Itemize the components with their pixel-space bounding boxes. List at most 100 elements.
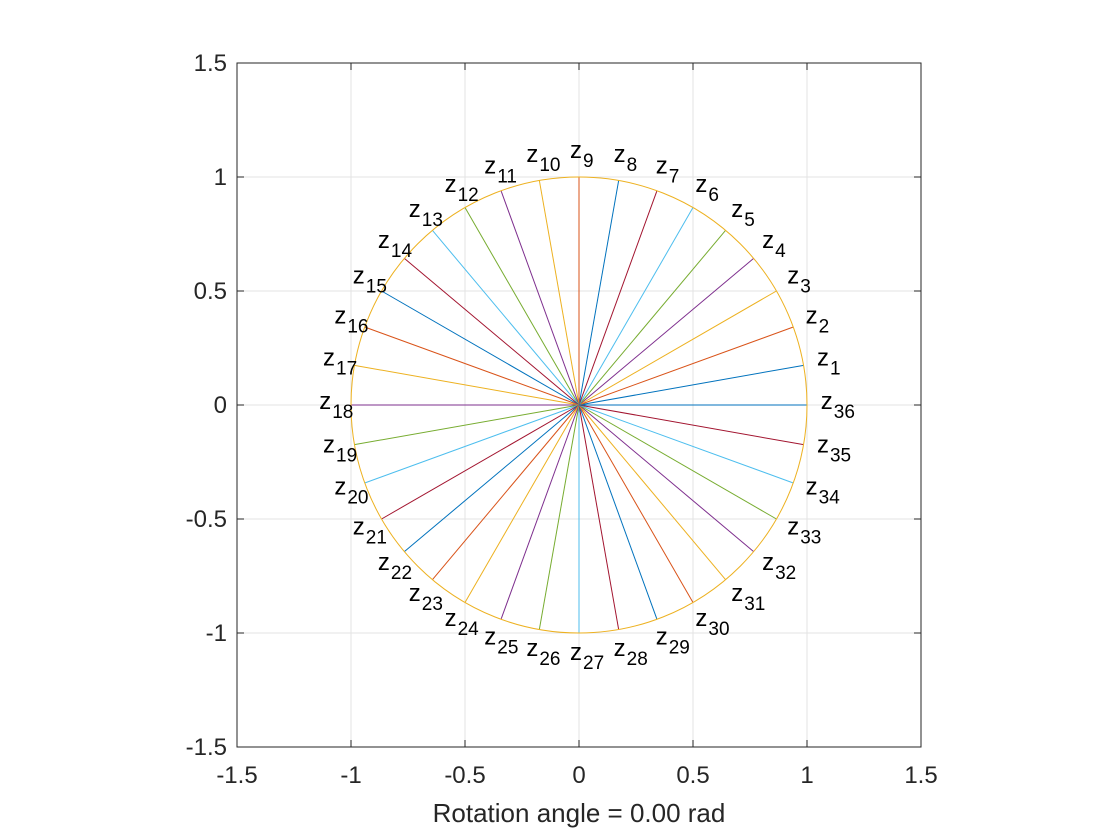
point-label: z22	[378, 549, 412, 584]
x-tick-label: 0	[572, 762, 585, 789]
point-label-subscript: 32	[775, 563, 796, 584]
ray-line	[578, 404, 777, 520]
ray-line	[538, 180, 580, 406]
ray-line	[578, 230, 726, 406]
point-label-subscript: 16	[347, 316, 368, 337]
point-label-main: z	[319, 388, 331, 415]
point-label-subscript: 12	[458, 185, 479, 206]
point-label-subscript: 19	[336, 446, 357, 467]
point-label: z27	[570, 639, 604, 674]
x-tick-label: -1.5	[216, 762, 257, 789]
point-label: z35	[817, 432, 851, 467]
point-label: z17	[323, 344, 357, 379]
point-label: z18	[319, 388, 353, 423]
point-label: z3	[787, 263, 811, 298]
ray-line	[578, 404, 658, 620]
ray-line	[432, 404, 580, 580]
point-label-main: z	[409, 196, 421, 223]
point-label-main: z	[695, 171, 707, 198]
point-label-main: z	[614, 141, 626, 168]
point-label-subscript: 26	[539, 649, 560, 670]
point-label: z14	[378, 227, 413, 262]
point-label-subscript: 30	[708, 619, 729, 640]
point-label: z6	[695, 171, 719, 206]
ray-line	[578, 404, 754, 552]
point-label: z10	[526, 141, 560, 176]
point-label-subscript: 27	[583, 653, 604, 674]
ray-line	[578, 180, 620, 406]
ray-line	[354, 364, 580, 406]
point-label-subscript: 7	[669, 166, 680, 187]
point-label-main: z	[570, 639, 582, 666]
point-label: z13	[409, 196, 443, 231]
point-label-main: z	[731, 196, 743, 223]
point-label-subscript: 22	[391, 563, 412, 584]
point-label-main: z	[817, 432, 829, 459]
point-label-main: z	[484, 152, 496, 179]
point-label-main: z	[570, 137, 582, 164]
point-label: z11	[484, 152, 517, 187]
point-label: z8	[614, 141, 638, 176]
point-label: z31	[731, 580, 765, 615]
point-label-main: z	[378, 227, 390, 254]
ray-line	[578, 404, 620, 630]
ray-line	[578, 207, 694, 406]
ray-line	[364, 326, 580, 406]
point-label: z7	[656, 152, 680, 187]
point-label-main: z	[817, 344, 829, 371]
point-label-subscript: 35	[830, 446, 851, 467]
ray-line	[500, 404, 580, 620]
point-label: z34	[806, 474, 841, 509]
point-label-main: z	[787, 263, 799, 290]
ray-line	[578, 404, 726, 580]
point-label-main: z	[787, 513, 799, 540]
point-label-subscript: 10	[539, 155, 560, 176]
point-label-subscript: 36	[834, 402, 855, 423]
x-tick-label: -0.5	[444, 762, 485, 789]
point-label: z4	[762, 227, 786, 262]
point-label-subscript: 15	[366, 277, 387, 298]
y-tick-label: 0	[214, 392, 227, 419]
point-label-subscript: 11	[497, 166, 517, 187]
point-label-subscript: 21	[366, 527, 387, 548]
ray-line	[538, 404, 580, 630]
unit-circle-layer	[350, 176, 808, 634]
ray-line	[578, 190, 658, 406]
ray-line	[404, 404, 580, 552]
point-label-subscript: 23	[422, 594, 443, 615]
ray-line	[381, 404, 580, 520]
x-tick-label: 1.5	[904, 762, 937, 789]
point-label: z30	[695, 605, 729, 640]
point-label: z25	[484, 624, 518, 659]
y-tick-labels: -1.5 -1 -0.5 0 0.5 1 1.5	[186, 50, 227, 761]
point-label: z5	[731, 196, 755, 231]
y-tick-label: 1	[214, 164, 227, 191]
point-label-main: z	[656, 624, 668, 651]
point-label: z12	[445, 171, 479, 206]
point-label-main: z	[806, 302, 818, 329]
ray-line	[381, 290, 580, 406]
point-label-subscript: 29	[669, 638, 690, 659]
point-label-main: z	[409, 580, 421, 607]
point-label: z28	[614, 635, 648, 670]
point-label: z19	[323, 432, 357, 467]
point-label-subscript: 20	[347, 488, 368, 509]
point-label-main: z	[334, 474, 346, 501]
y-tick-label: 1.5	[194, 50, 227, 77]
point-label: z9	[570, 137, 594, 172]
point-label-subscript: 18	[332, 402, 353, 423]
tick-marks	[236, 62, 922, 748]
ray-line	[364, 404, 580, 484]
point-label-main: z	[614, 635, 626, 662]
ray-line	[354, 404, 580, 446]
point-label-subscript: 1	[830, 358, 841, 379]
point-label: z33	[787, 513, 821, 548]
y-tick-label: -1	[206, 620, 227, 647]
y-tick-label: -1.5	[186, 734, 227, 761]
point-label-subscript: 33	[800, 527, 821, 548]
point-label-subscript: 25	[497, 638, 518, 659]
point-label-subscript: 4	[775, 241, 786, 262]
point-label-main: z	[695, 605, 707, 632]
point-label-main: z	[731, 580, 743, 607]
